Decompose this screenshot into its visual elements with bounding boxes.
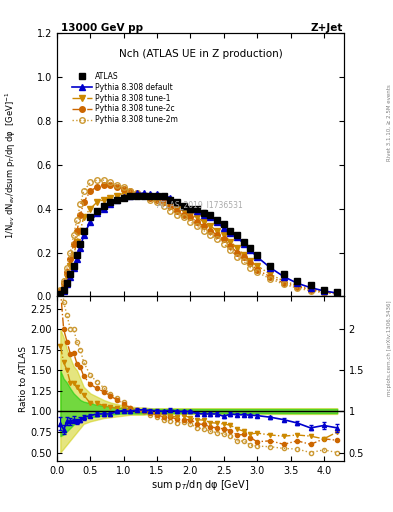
X-axis label: sum p$_T$/dη dφ [GeV]: sum p$_T$/dη dφ [GeV]	[151, 478, 250, 493]
Text: Nch (ATLAS UE in Z production): Nch (ATLAS UE in Z production)	[119, 49, 282, 59]
Legend: ATLAS, Pythia 8.308 default, Pythia 8.308 tune-1, Pythia 8.308 tune-2c, Pythia 8: ATLAS, Pythia 8.308 default, Pythia 8.30…	[70, 69, 181, 127]
Y-axis label: 1/N$_{ev}$ dN$_{ev}$/dsum p$_T$/dη dφ  [GeV]$^{-1}$: 1/N$_{ev}$ dN$_{ev}$/dsum p$_T$/dη dφ [G…	[4, 91, 18, 239]
Text: Z+Jet: Z+Jet	[310, 23, 343, 33]
Text: ATLAS_2019_I1736531: ATLAS_2019_I1736531	[157, 200, 244, 209]
Text: Rivet 3.1.10, ≥ 2.5M events: Rivet 3.1.10, ≥ 2.5M events	[387, 84, 392, 161]
Text: 13000 GeV pp: 13000 GeV pp	[61, 23, 143, 33]
Text: mcplots.cern.ch [arXiv:1306.3436]: mcplots.cern.ch [arXiv:1306.3436]	[387, 301, 392, 396]
Y-axis label: Ratio to ATLAS: Ratio to ATLAS	[18, 346, 28, 412]
